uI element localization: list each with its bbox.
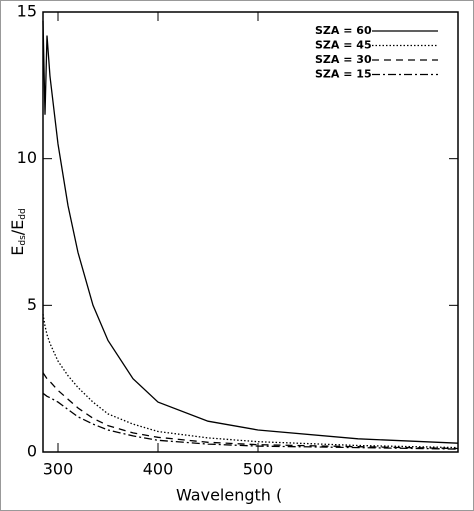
y-label-part: E bbox=[8, 246, 27, 256]
series-line bbox=[42, 313, 459, 449]
series-line bbox=[42, 372, 459, 450]
series-line bbox=[42, 392, 459, 450]
y-label-part: ds bbox=[18, 235, 28, 246]
x-axis-label: Wavelength ( bbox=[176, 486, 282, 505]
y-tick-label: 5 bbox=[27, 295, 37, 314]
x-tick-label: 400 bbox=[143, 460, 174, 479]
plot-area bbox=[42, 11, 459, 453]
legend-label: SZA = 15 bbox=[315, 68, 372, 81]
y-tick-label: 0 bbox=[27, 442, 37, 461]
series-line bbox=[42, 20, 459, 444]
y-tick-label: 15 bbox=[17, 2, 37, 21]
y-label-part: /E bbox=[8, 220, 27, 236]
y-axis-label: Eds/Edd bbox=[8, 208, 28, 255]
y-tick-label: 10 bbox=[17, 148, 37, 167]
x-tick-label: 300 bbox=[43, 460, 74, 479]
legend-label: SZA = 60 bbox=[315, 24, 372, 37]
x-tick-label: 500 bbox=[243, 460, 274, 479]
legend-label: SZA = 30 bbox=[315, 53, 372, 66]
legend-label: SZA = 45 bbox=[315, 39, 372, 52]
y-label-part: dd bbox=[18, 208, 28, 219]
